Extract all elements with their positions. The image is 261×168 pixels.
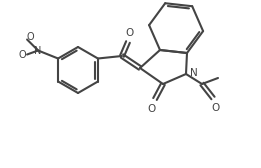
- Text: O: O: [18, 50, 26, 59]
- Text: O: O: [26, 32, 34, 41]
- Text: N: N: [190, 68, 198, 78]
- Text: O: O: [148, 104, 156, 114]
- Text: N: N: [34, 46, 42, 55]
- Text: O: O: [211, 103, 219, 113]
- Text: O: O: [126, 28, 134, 38]
